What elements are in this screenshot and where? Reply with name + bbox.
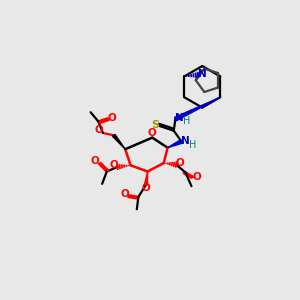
Text: O: O [109, 160, 118, 170]
Text: S: S [151, 119, 159, 130]
Polygon shape [175, 97, 220, 121]
Text: O: O [142, 184, 150, 194]
Text: O: O [193, 172, 201, 182]
Text: H: H [183, 116, 190, 127]
Text: O: O [91, 156, 100, 166]
Text: N: N [198, 69, 206, 79]
Text: O: O [147, 128, 156, 138]
Text: O: O [176, 158, 184, 168]
Text: N: N [181, 136, 190, 146]
Text: H: H [189, 140, 197, 150]
Polygon shape [168, 140, 182, 148]
Text: O: O [107, 112, 116, 123]
Text: O: O [95, 125, 103, 135]
Polygon shape [112, 134, 125, 149]
Text: N: N [175, 112, 184, 123]
Text: O: O [121, 189, 130, 199]
Polygon shape [145, 172, 148, 185]
